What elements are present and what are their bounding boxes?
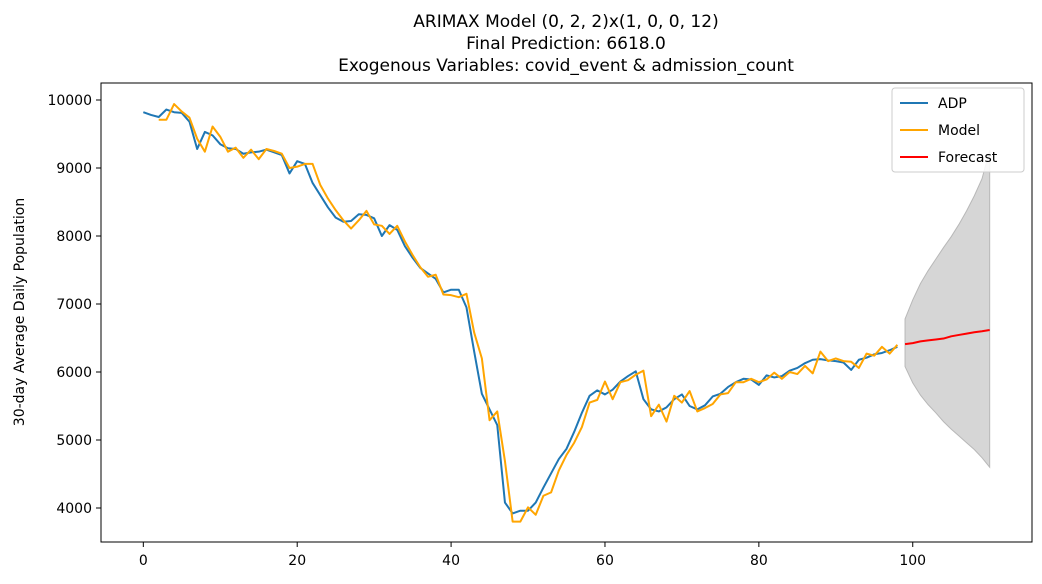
chart-title: ARIMAX Model (0, 2, 2)x(1, 0, 0, 12) Fin…: [338, 12, 794, 76]
series-line-forecast: [904, 328, 990, 346]
x-tick-label: 100: [899, 553, 926, 569]
chart-title-line-2: Final Prediction: 6618.0: [466, 34, 666, 54]
y-tick-label: 6000: [56, 365, 92, 381]
series-line-adp: [142, 108, 898, 515]
series-layer: [142, 103, 990, 523]
legend-label-model: Model: [938, 123, 980, 139]
confidence-band: [904, 150, 991, 469]
x-tick-label: 80: [750, 553, 768, 569]
y-tick-label: 4000: [56, 501, 92, 517]
y-tick-label: 10000: [47, 93, 92, 109]
x-tick-label: 0: [139, 553, 148, 569]
y-tick-label: 5000: [56, 433, 92, 449]
plot-frame: [100, 82, 1033, 543]
x-tick-label: 20: [288, 553, 306, 569]
x-tick-label: 60: [596, 553, 614, 569]
legend-label-adp: ADP: [938, 96, 967, 112]
legend-box: [891, 87, 1025, 173]
chart-subtitle-exogenous: Exogenous Variables: covid_event & admis…: [338, 56, 794, 76]
y-tick-label: 9000: [56, 161, 92, 177]
x-tick-label: 40: [442, 553, 460, 569]
y-tick-label: 7000: [56, 297, 92, 313]
legend: ADP Model Forecast: [891, 87, 1025, 173]
series-line-model: [158, 103, 899, 523]
y-tick-label: 8000: [56, 229, 92, 245]
legend-label-forecast: Forecast: [938, 150, 998, 166]
confidence-band-layer: [904, 150, 991, 469]
chart-title-line-1: ARIMAX Model (0, 2, 2)x(1, 0, 0, 12): [413, 12, 718, 32]
axes-layer: 0 20 40 60 80 100 4000 5000 6000 7000 8000 9000 1000…: [47, 82, 1033, 569]
y-axis-label: 30-day Average Daily Population: [12, 198, 28, 426]
